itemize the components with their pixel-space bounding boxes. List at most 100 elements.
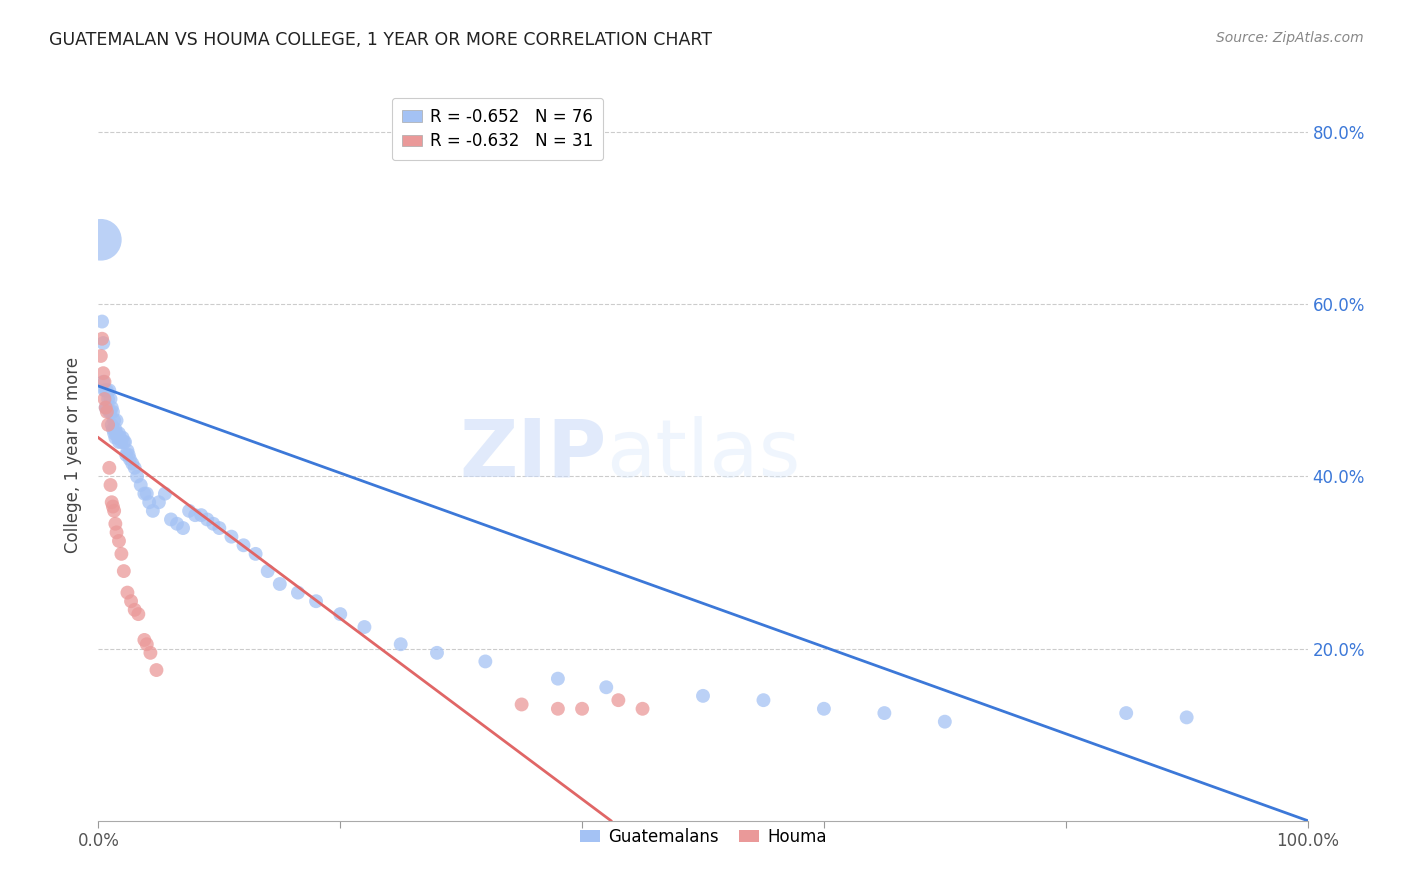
Point [100,401,122,415]
Point [108,431,131,445]
Point [166,516,188,531]
Point [98,460,121,475]
Point [108,435,131,450]
Point [134,632,156,647]
Point [100,417,122,432]
Point [129,478,152,492]
Point [607,693,630,707]
Point [94,401,117,415]
Point [103,504,125,518]
Point [101,405,124,419]
Point [108,426,131,441]
Point [90,349,112,363]
Point [179,504,201,518]
Point [139,646,162,660]
Point [208,521,231,535]
Point [190,508,212,523]
Point [160,512,183,526]
Point [104,431,127,445]
Point [135,486,157,500]
Point [631,702,654,716]
Point [287,585,309,599]
Point [93,392,115,406]
Point [97,417,120,432]
Point [145,663,167,677]
Point [105,413,128,427]
Point [269,577,291,591]
Point [96,405,118,419]
Point [510,698,533,712]
Point [105,525,128,540]
Point [202,516,225,531]
Point [112,435,135,450]
Point [93,384,115,398]
Point [172,521,194,535]
Point [232,538,254,552]
Point [112,564,135,578]
Point [90,233,112,247]
Point [110,435,132,450]
Point [118,448,141,462]
Point [117,585,139,599]
Point [813,702,835,716]
Point [547,702,569,716]
Point [98,405,121,419]
Point [117,443,139,458]
Point [389,637,412,651]
Point [120,594,142,608]
Point [96,401,118,415]
Point [100,495,122,509]
Point [97,392,120,406]
Point [474,655,496,669]
Point [245,547,267,561]
Point [108,533,131,548]
Point [305,594,328,608]
Point [91,336,114,351]
Point [91,375,114,389]
Point [114,435,136,450]
Point [96,384,118,398]
Point [91,332,114,346]
Point [98,384,121,398]
Point [94,401,117,415]
Text: GUATEMALAN VS HOUMA COLLEGE, 1 YEAR OR MORE CORRELATION CHART: GUATEMALAN VS HOUMA COLLEGE, 1 YEAR OR M… [49,31,713,49]
Point [91,314,114,328]
Point [118,452,141,467]
Point [547,672,569,686]
Point [1175,710,1198,724]
Point [93,375,115,389]
Point [221,530,243,544]
Point [103,413,125,427]
Text: atlas: atlas [606,416,800,494]
Point [100,392,122,406]
Point [873,706,896,720]
Point [111,431,134,445]
Point [142,504,165,518]
Point [135,637,157,651]
Point [105,426,128,441]
Point [115,448,138,462]
Point [134,486,156,500]
Point [595,680,617,694]
Point [195,512,218,526]
Point [104,516,127,531]
Y-axis label: College, 1 year or more: College, 1 year or more [65,357,83,553]
Point [110,547,132,561]
Text: Source: ZipAtlas.com: Source: ZipAtlas.com [1216,31,1364,45]
Point [752,693,775,707]
Point [426,646,449,660]
Text: ZIP: ZIP [458,416,606,494]
Point [101,422,124,436]
Point [124,460,146,475]
Point [153,486,176,500]
Point [100,405,122,419]
Point [104,422,127,436]
Point [571,702,593,716]
Point [329,607,352,621]
Point [107,431,129,445]
Point [127,607,149,621]
Point [124,603,146,617]
Point [934,714,956,729]
Point [91,366,114,380]
Point [101,500,124,514]
